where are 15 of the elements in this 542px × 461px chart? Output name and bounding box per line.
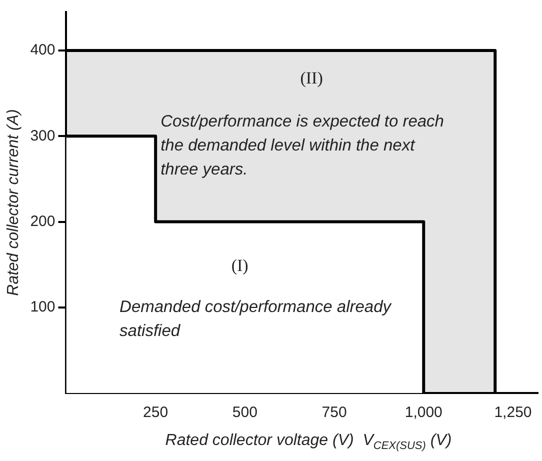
y-axis-title: Rated collector current (A) bbox=[5, 109, 22, 296]
x-axis-title: Rated collector voltage (V) V$_{CEX(SUS)}$ (V) bbox=[164, 432, 453, 452]
annotation: Demanded cost/performance already satisfied bbox=[120, 298, 393, 340]
x-tick-label: 1,250 bbox=[494, 404, 532, 422]
x-tick-label: 1,000 bbox=[404, 404, 442, 422]
annotation: (I) bbox=[231, 256, 248, 275]
y-tick-label: 400 bbox=[30, 42, 56, 59]
annotation: Cost/performance is expected to reach the demanded level within the next three years. bbox=[160, 112, 444, 178]
y-tick-label: 200 bbox=[30, 212, 56, 230]
x-tick-label: 500 bbox=[232, 404, 258, 422]
x-tick-label: 250 bbox=[143, 404, 168, 422]
annotation: (II) bbox=[300, 68, 323, 88]
y-tick-label: 100 bbox=[30, 298, 56, 316]
y-tick-label: 300 bbox=[30, 127, 56, 144]
x-tick-label: 750 bbox=[322, 404, 347, 422]
